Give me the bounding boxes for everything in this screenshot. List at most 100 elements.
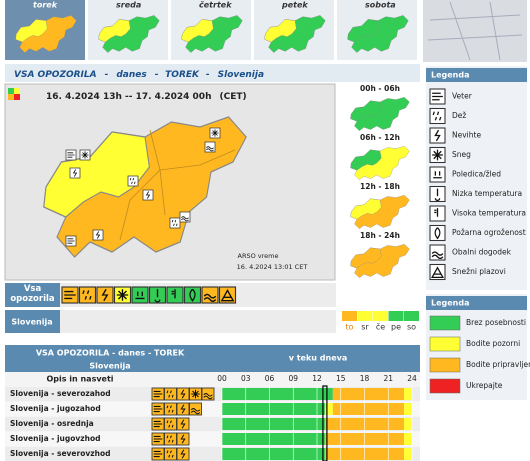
warning-icon bbox=[429, 166, 446, 183]
timeline-segment bbox=[404, 433, 412, 445]
warning-icon bbox=[61, 286, 79, 304]
icon-glyph bbox=[153, 405, 163, 413]
warning-icon bbox=[176, 432, 190, 446]
tab-label: petek bbox=[281, 1, 308, 10]
level-swatch bbox=[14, 94, 20, 100]
icon-glyph bbox=[153, 450, 163, 458]
warning-icon bbox=[176, 402, 190, 416]
region-label: Slovenija bbox=[11, 318, 52, 327]
icon-glyph bbox=[166, 450, 174, 458]
icon-glyph bbox=[171, 289, 176, 299]
warning-icon bbox=[92, 229, 104, 241]
icon-box bbox=[204, 141, 216, 153]
warning-icon bbox=[209, 127, 221, 139]
day-level bbox=[388, 311, 404, 321]
warning-icon bbox=[176, 447, 190, 461]
warning-icon bbox=[218, 286, 237, 304]
legend-header bbox=[426, 68, 527, 82]
warning-icon bbox=[429, 224, 446, 242]
legend-title: Legenda bbox=[431, 71, 470, 80]
hour-label: 18 bbox=[360, 374, 370, 383]
warning-icon bbox=[164, 417, 177, 431]
icon-box bbox=[164, 447, 177, 461]
icon-glyph bbox=[180, 404, 186, 414]
icon-glyph bbox=[434, 227, 441, 240]
hour-label: 24 bbox=[407, 374, 417, 383]
overview-map[interactable] bbox=[423, 0, 527, 62]
table-column: Opis in nasveti bbox=[46, 375, 113, 384]
day-label: če bbox=[376, 322, 385, 332]
warning-icon bbox=[183, 286, 202, 304]
icon-glyph bbox=[432, 149, 443, 161]
warning-icon bbox=[96, 286, 114, 304]
legend-item: Snežni plazovi bbox=[452, 267, 506, 276]
level-item: Bodite pozorni bbox=[466, 339, 520, 348]
day-level bbox=[404, 311, 419, 321]
hour-label: 03 bbox=[241, 374, 251, 383]
icon-box bbox=[131, 286, 149, 304]
table-timeline: v teku dneva bbox=[289, 354, 348, 363]
timeline-segment bbox=[222, 448, 325, 460]
warning-icon bbox=[151, 417, 165, 431]
map-source: ARSO vreme bbox=[238, 252, 279, 260]
timeline-segment bbox=[404, 388, 412, 400]
row-name: Slovenija - jugovzhod bbox=[10, 434, 101, 443]
h-part: Slovenija bbox=[218, 70, 264, 80]
h-part: TOREK bbox=[165, 70, 200, 80]
icon-glyph bbox=[116, 289, 129, 301]
timeline-segment bbox=[404, 418, 412, 430]
warning-icon bbox=[164, 387, 177, 401]
warning-icon bbox=[113, 286, 132, 304]
warning-icon bbox=[204, 141, 216, 153]
period: 16. 4.2024 13h -- 17. 4.2024 00h bbox=[46, 92, 211, 102]
level-box bbox=[429, 378, 461, 394]
icon-glyph bbox=[135, 291, 145, 300]
row-name: Slovenija - severovzhod bbox=[10, 449, 110, 458]
header-bar bbox=[5, 64, 420, 82]
warning-icon bbox=[131, 286, 149, 304]
timeline-segment bbox=[222, 403, 325, 415]
icon-box bbox=[179, 211, 191, 223]
icon-box bbox=[201, 286, 219, 304]
now-marker bbox=[322, 385, 328, 461]
hour-label: 21 bbox=[383, 374, 393, 383]
icon-glyph bbox=[166, 390, 174, 398]
timeline-segment bbox=[332, 403, 405, 415]
icon-glyph bbox=[191, 389, 200, 399]
region-box bbox=[5, 310, 60, 333]
h-part: danes bbox=[116, 70, 147, 80]
period-label: 18h - 24h bbox=[360, 231, 400, 240]
icon-glyph bbox=[434, 129, 441, 142]
legend-item: Nevihte bbox=[452, 131, 481, 140]
map-period: 16. 4.2024 13h -- 17. 4.2024 00h (CET) bbox=[46, 92, 247, 102]
hour-label: 06 bbox=[265, 374, 275, 383]
level-box bbox=[429, 315, 461, 331]
icon-glyph bbox=[82, 290, 92, 300]
map-issued: 16. 4.2024 13:01 CET bbox=[237, 263, 308, 271]
icon-box bbox=[164, 387, 177, 401]
warning-icon bbox=[151, 387, 165, 401]
level-swatch bbox=[8, 88, 14, 94]
warning-icon bbox=[429, 146, 446, 164]
zone: (CET) bbox=[219, 92, 246, 102]
hour-label: 15 bbox=[336, 374, 346, 383]
icon-box bbox=[164, 402, 177, 416]
warning-icon bbox=[151, 402, 165, 416]
warning-icon bbox=[429, 127, 446, 144]
tab-label: sreda bbox=[116, 1, 141, 10]
timeline-segment bbox=[404, 403, 412, 415]
day-label: to bbox=[345, 323, 353, 332]
icon-box bbox=[169, 217, 181, 229]
icon-glyph bbox=[434, 208, 439, 217]
legend-item: Obalni dogodek bbox=[452, 248, 512, 257]
level-item: Ukrepajte bbox=[466, 381, 503, 390]
period-label: 00h - 06h bbox=[360, 84, 400, 93]
level-item: Bodite pripravljeni bbox=[466, 360, 530, 369]
icon-box bbox=[189, 402, 202, 416]
icon-box bbox=[164, 432, 177, 446]
icon-glyph bbox=[180, 389, 186, 399]
icon-glyph bbox=[171, 220, 178, 226]
h-sep: - bbox=[155, 70, 159, 80]
timeline-segment bbox=[332, 388, 405, 400]
legend-item: Dež bbox=[452, 111, 466, 120]
